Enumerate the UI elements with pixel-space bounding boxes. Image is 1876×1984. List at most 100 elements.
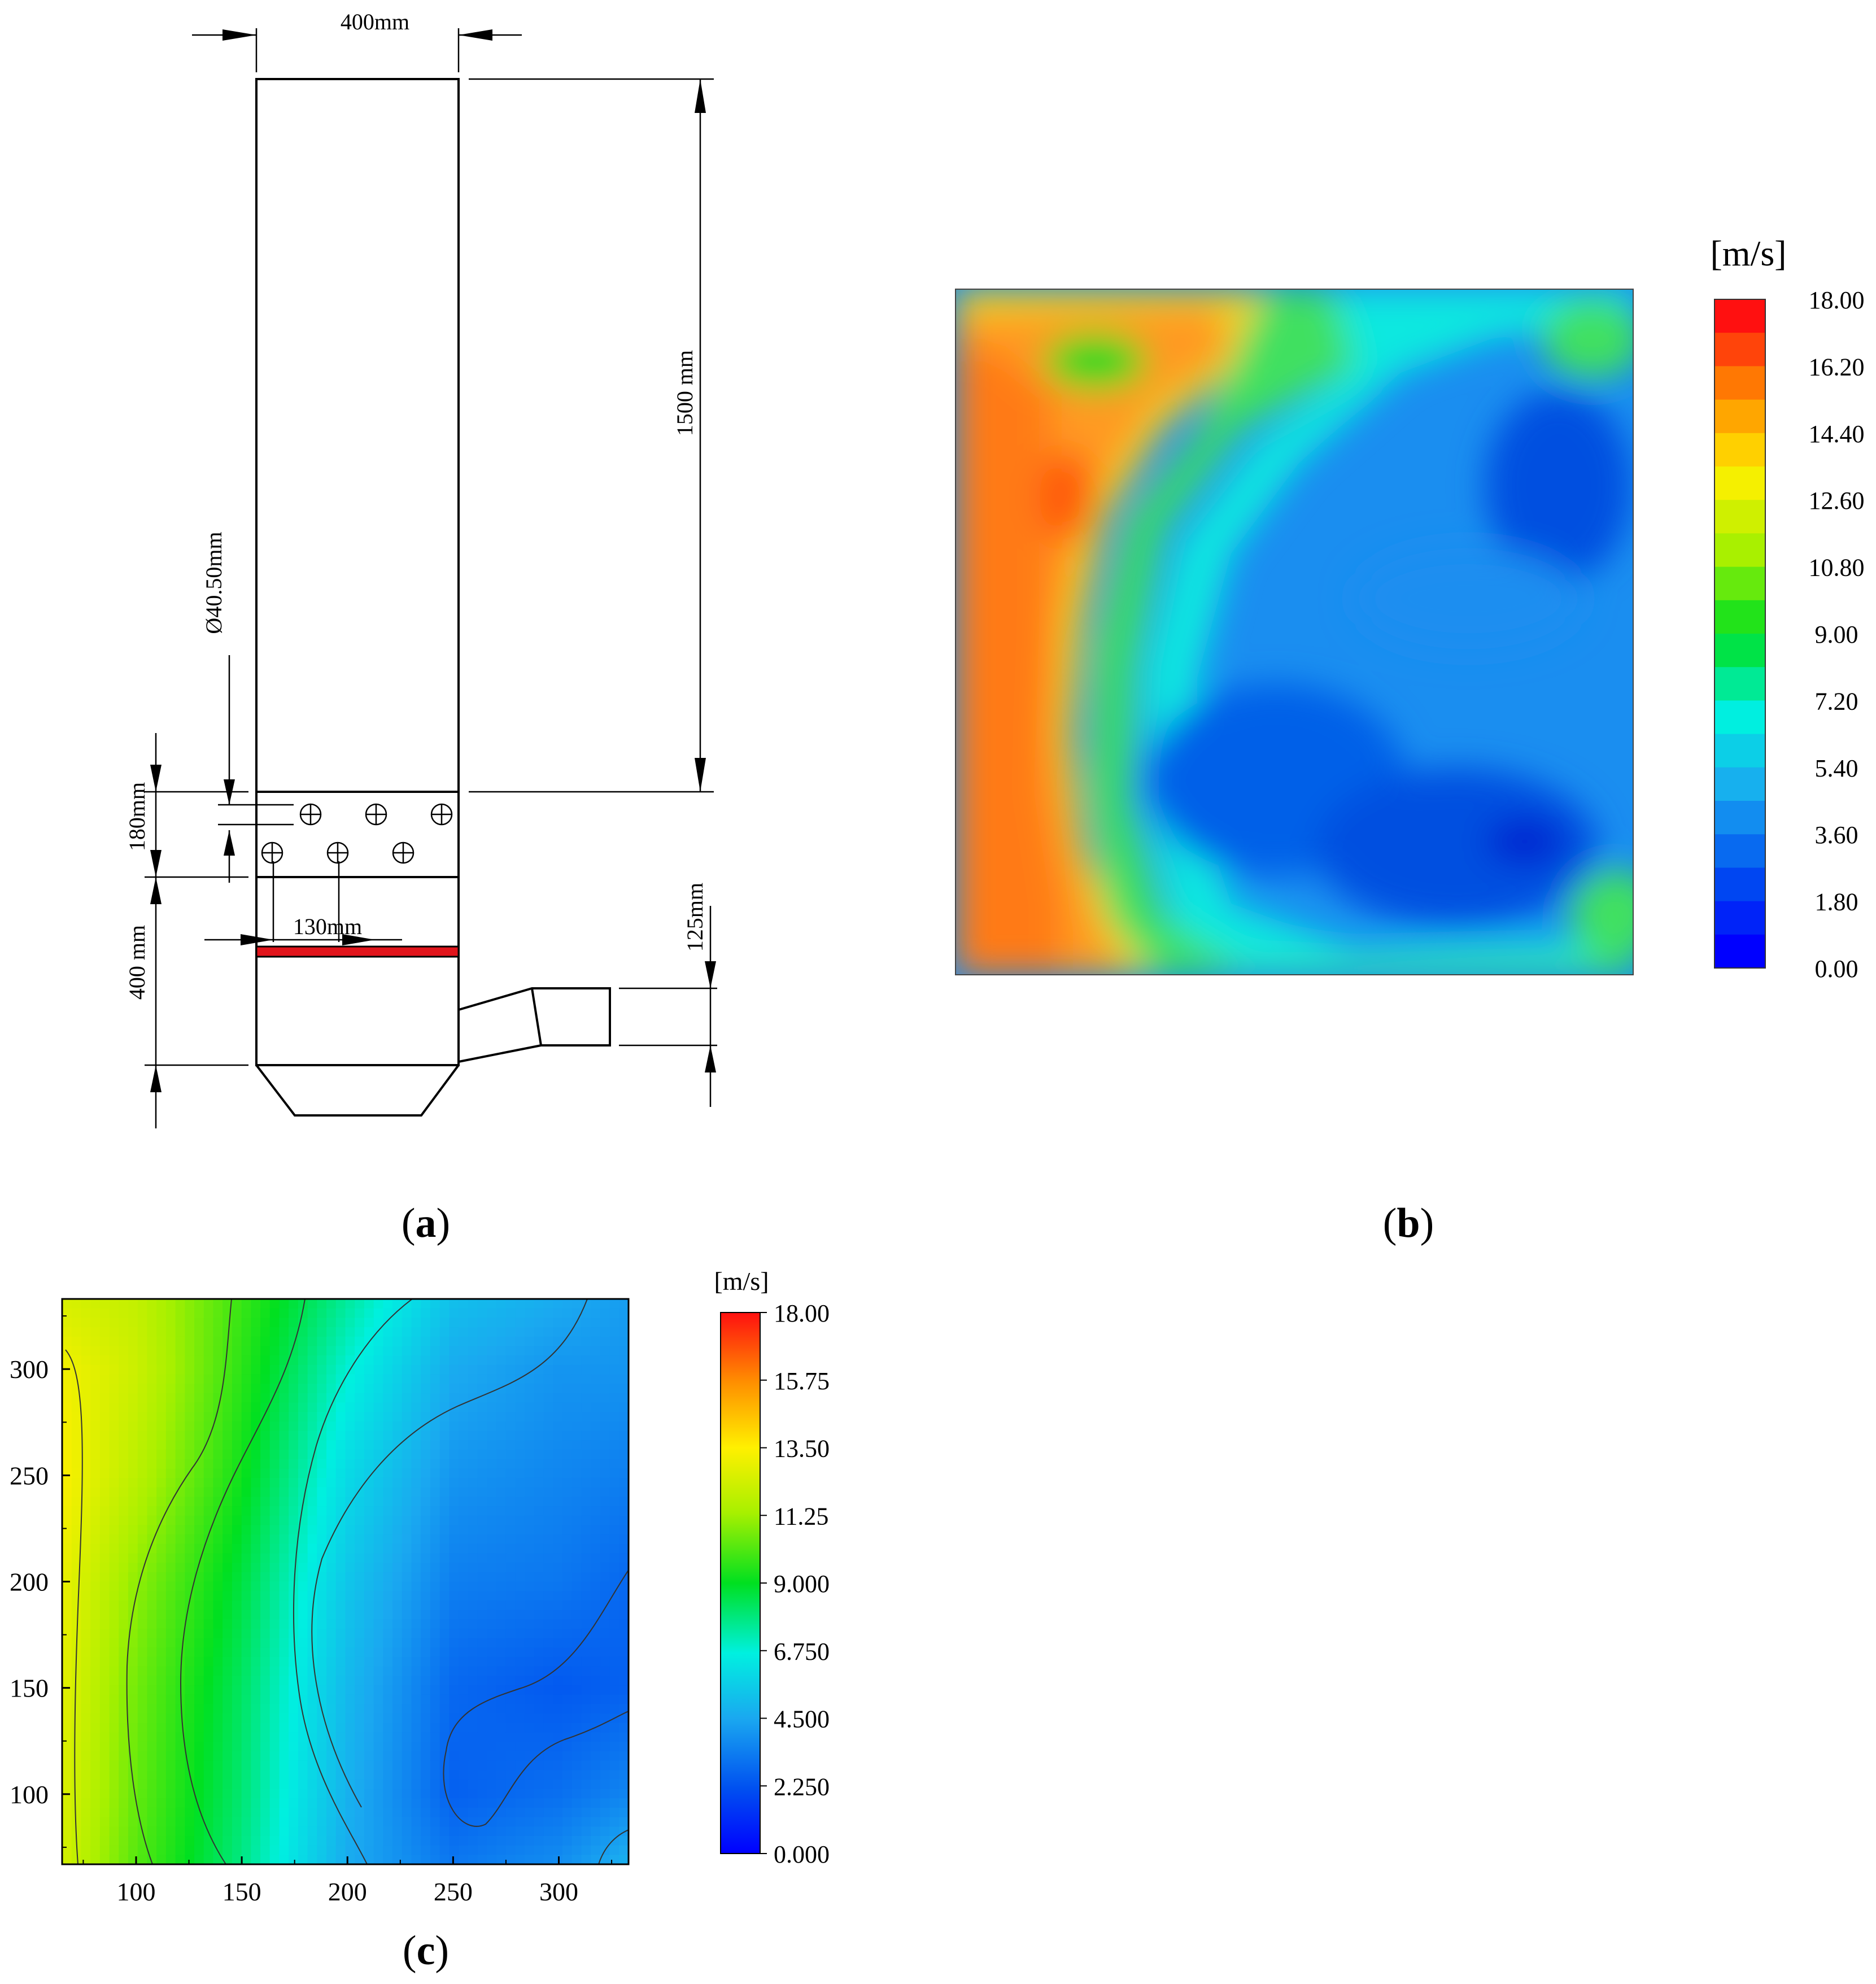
heatmap-cell <box>496 1449 507 1460</box>
heatmap-cell <box>260 1440 271 1450</box>
heatmap-cell <box>392 1384 403 1394</box>
heatmap-cell <box>487 1676 497 1686</box>
heatmap-cell <box>468 1506 478 1516</box>
heatmap-cell <box>241 1336 252 1347</box>
heatmap-cell <box>411 1610 422 1620</box>
heatmap-cell <box>165 1751 176 1761</box>
heatmap-cell <box>449 1656 460 1667</box>
heatmap-cell <box>543 1789 554 1799</box>
heatmap-cell <box>355 1751 365 1761</box>
heatmap-cell <box>203 1770 214 1780</box>
heatmap-cell <box>430 1694 440 1705</box>
heatmap-cell <box>402 1600 412 1611</box>
heatmap-cell <box>439 1534 450 1545</box>
heatmap-cell <box>62 1431 72 1441</box>
heatmap-cell <box>99 1506 110 1516</box>
heatmap-cell <box>468 1751 478 1761</box>
heatmap-cell <box>251 1619 261 1629</box>
heatmap-cell <box>137 1807 148 1818</box>
heatmap-cell <box>71 1685 82 1695</box>
heatmap-cell <box>335 1459 346 1470</box>
heatmap-cell <box>128 1318 138 1328</box>
heatmap-cell <box>222 1647 233 1658</box>
nozzle-holes <box>261 803 453 864</box>
heatmap-cell <box>241 1760 252 1771</box>
heatmap-cell <box>289 1732 299 1743</box>
heatmap-cell <box>185 1656 195 1667</box>
heatmap-cell <box>562 1440 573 1450</box>
heatmap-cell <box>128 1336 138 1347</box>
heatmap-cell <box>147 1826 158 1837</box>
heatmap-cell <box>156 1318 167 1328</box>
heatmap-cell <box>109 1751 120 1761</box>
heatmap-cell <box>402 1628 412 1639</box>
heatmap-cell <box>317 1591 328 1601</box>
heatmap-cell <box>553 1694 563 1705</box>
heatmap-cell <box>421 1581 431 1592</box>
heatmap-cell <box>185 1619 195 1629</box>
heatmap-cell <box>459 1760 469 1771</box>
heatmap-cell <box>109 1534 120 1545</box>
heatmap-cell <box>213 1855 224 1864</box>
heatmap-cell <box>392 1449 403 1460</box>
heatmap-cell <box>260 1355 271 1366</box>
heatmap-cell <box>525 1713 535 1724</box>
heatmap-cell <box>477 1393 488 1403</box>
heatmap-cell <box>439 1468 450 1479</box>
heatmap-cell <box>128 1393 138 1403</box>
heatmap-cell <box>515 1299 526 1309</box>
heatmap-cell <box>619 1299 629 1309</box>
heatmap-cell <box>364 1826 374 1837</box>
heatmap-cell <box>289 1638 299 1649</box>
heatmap-cell <box>137 1431 148 1441</box>
heatmap-cell <box>468 1487 478 1498</box>
heatmap-cell <box>534 1694 544 1705</box>
heatmap-cell <box>571 1798 582 1808</box>
heatmap-cell <box>165 1628 176 1639</box>
heatmap-cell <box>71 1770 82 1780</box>
heatmap-cell <box>307 1308 318 1319</box>
heatmap-cell <box>430 1685 440 1695</box>
heatmap-cell <box>449 1732 460 1743</box>
heatmap-cell <box>185 1798 195 1808</box>
heatmap-cell <box>185 1412 195 1422</box>
heatmap-cell <box>298 1600 308 1611</box>
heatmap-cell <box>241 1723 252 1733</box>
heatmap-cell <box>553 1676 563 1686</box>
heatmap-cell <box>571 1497 582 1507</box>
heatmap-cell <box>600 1835 610 1846</box>
heatmap-cell <box>317 1534 328 1545</box>
panel-b-unit: [m/s] <box>1710 233 1786 273</box>
heatmap-cell <box>175 1459 186 1470</box>
heatmap-cell <box>119 1647 129 1658</box>
heatmap-cell <box>298 1327 308 1337</box>
heatmap-cell <box>307 1817 318 1828</box>
heatmap-cell <box>392 1760 403 1771</box>
heatmap-cell <box>99 1318 110 1328</box>
heatmap-cell <box>175 1384 186 1394</box>
heatmap-cell <box>600 1355 610 1366</box>
heatmap-cell <box>355 1638 365 1649</box>
heatmap-cell <box>392 1477 403 1488</box>
heatmap-cell <box>581 1704 592 1715</box>
heatmap-cell <box>317 1336 328 1347</box>
heatmap-cell <box>411 1638 422 1649</box>
heatmap-cell <box>119 1694 129 1705</box>
heatmap-cell <box>165 1477 176 1488</box>
heatmap-cell <box>496 1826 507 1837</box>
heatmap-cell <box>402 1364 412 1375</box>
heatmap-cell <box>439 1610 450 1620</box>
heatmap-cell <box>232 1384 242 1394</box>
heatmap-cell <box>468 1845 478 1856</box>
heatmap-cell <box>373 1543 384 1554</box>
heatmap-cell <box>562 1855 573 1864</box>
heatmap-cell <box>364 1723 374 1733</box>
heatmap-cell <box>534 1543 544 1554</box>
heatmap-cell <box>430 1647 440 1658</box>
dimension-top-width: 400mm <box>192 9 522 72</box>
heatmap-cell <box>619 1704 629 1715</box>
heatmap-cell <box>505 1459 516 1470</box>
heatmap-cell <box>298 1789 308 1799</box>
heatmap-cell <box>241 1855 252 1864</box>
heatmap-cell <box>600 1515 610 1526</box>
